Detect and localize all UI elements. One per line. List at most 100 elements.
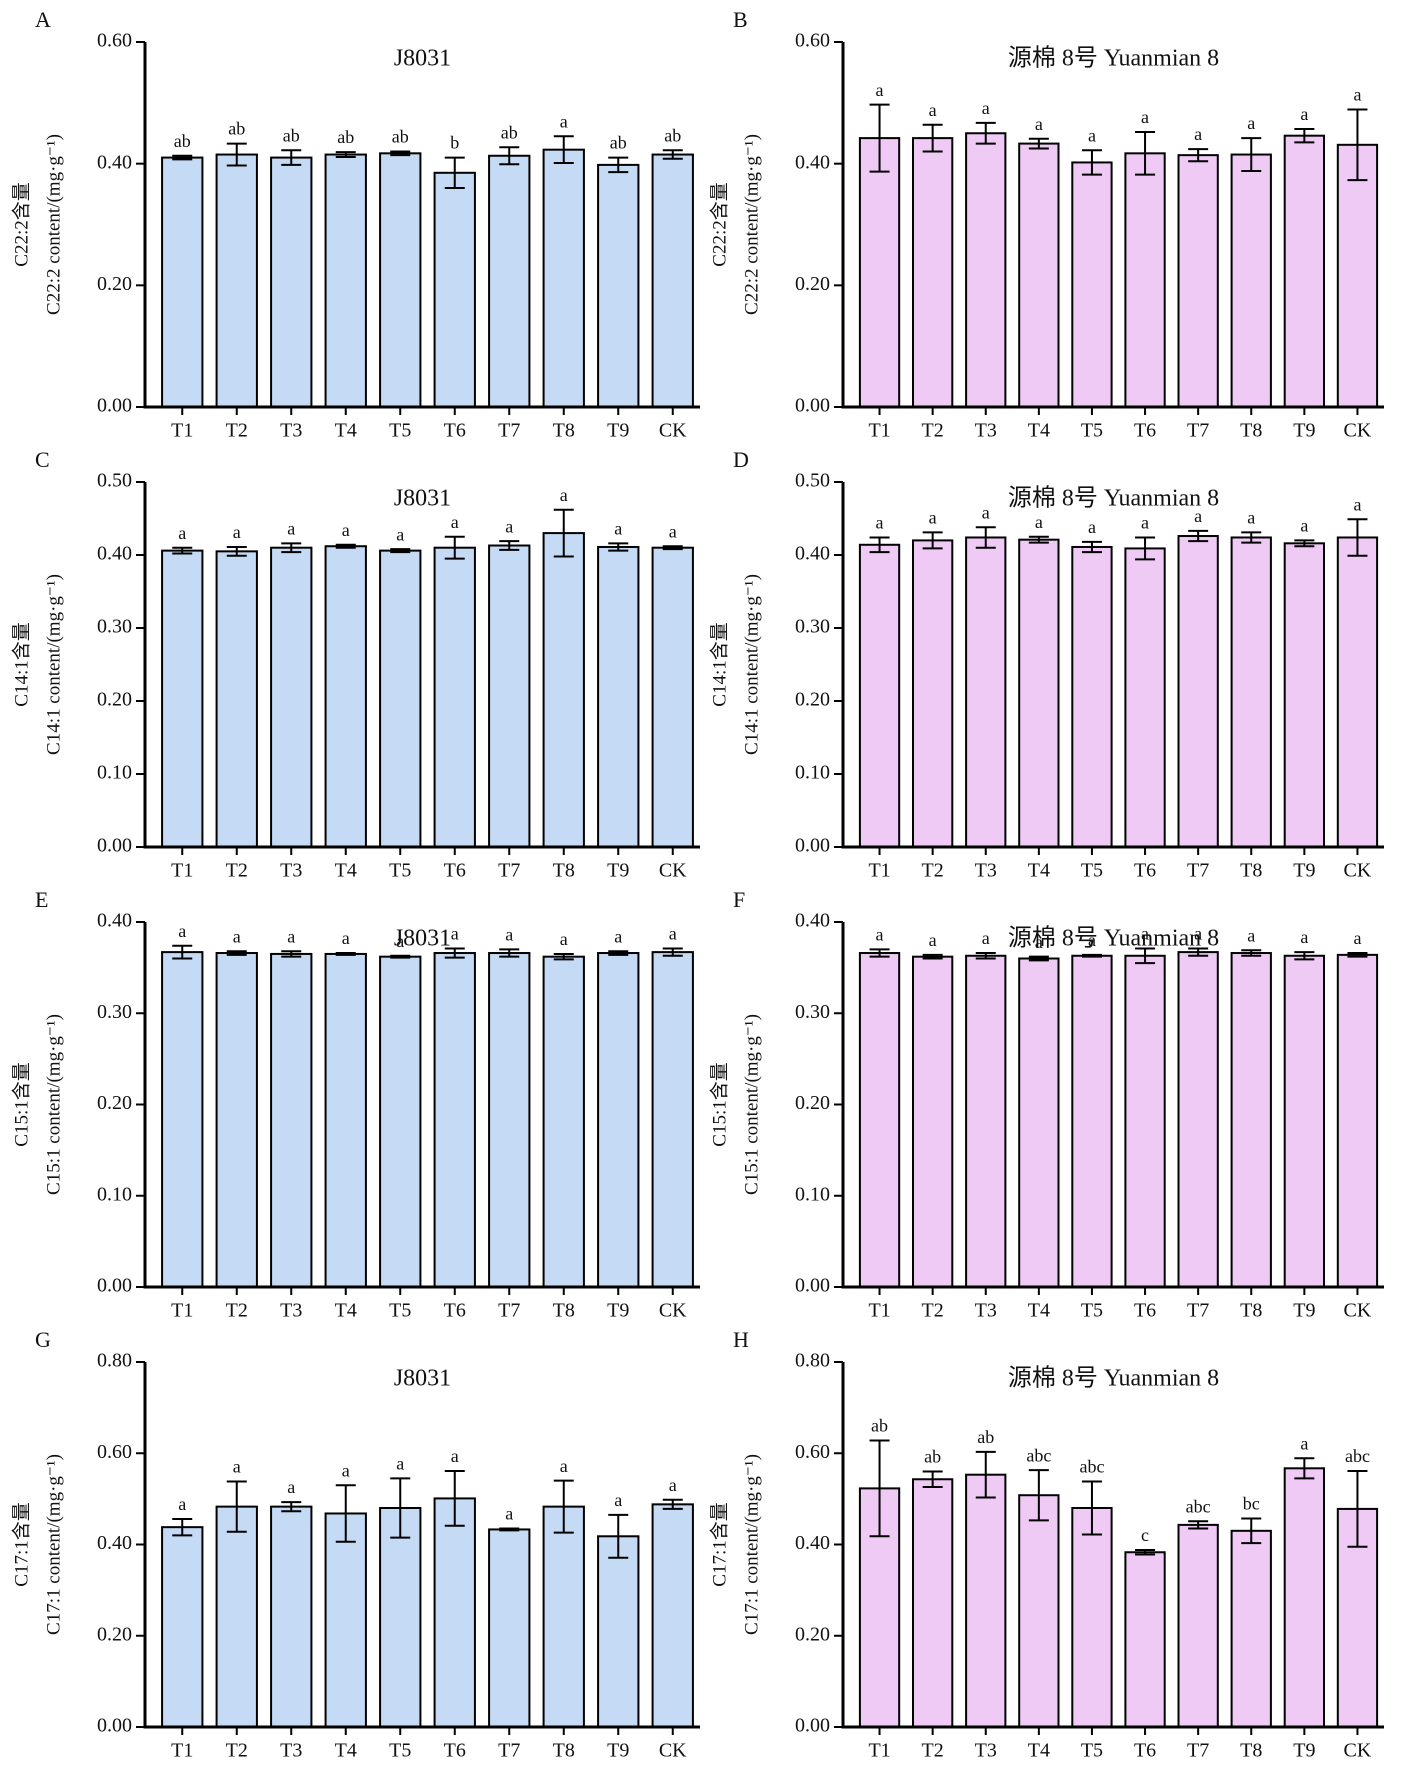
bar [651,1503,694,1728]
bar [1230,536,1272,848]
error-bar [1241,949,1262,957]
significance-letter: c [1141,1525,1149,1545]
x-tick-label: CK [659,860,687,882]
bar [1177,154,1219,408]
x-tick-label: T3 [975,860,997,882]
x-tick-label: T1 [868,860,890,882]
x-tick-label: T1 [171,860,193,882]
bar [1336,143,1379,409]
error-bar [335,151,356,158]
error-bar [922,123,943,153]
error-bar [869,536,890,554]
chart-panel: C J8031 C14:1含量 C14:1 content/(mg·g⁻¹) 0.00 0… [10,447,700,882]
error-bar [1347,108,1368,182]
error-bar [281,1501,302,1513]
bar [488,544,531,848]
x-tick-label: T6 [444,1740,466,1762]
significance-letter: a [1141,924,1149,944]
x-tick-label: T7 [498,1300,520,1322]
significance-letter: a [505,1504,513,1524]
significance-letter: ab [501,122,518,142]
significance-letter: a [1141,513,1149,533]
x-tick-label: T8 [1240,420,1262,442]
y-tick-label: 0.10 [795,1183,830,1205]
error-bar [1347,518,1368,557]
error-bar [444,1470,465,1527]
bar [433,171,476,408]
error-bar [1081,953,1102,958]
significance-letter: a [669,924,677,944]
significance-letter: a [1353,928,1361,948]
x-tick-label: T3 [280,420,302,442]
y-tick-label: 0.50 [97,470,132,492]
chart-panel: B 源棉 8号 Yuanmian 8 C22:2含量 C22:2 content/(m… [708,7,1384,442]
significance-letter: a [451,1446,459,1466]
x-tick-label: T8 [553,860,575,882]
bar [1230,1529,1272,1728]
bar [1283,954,1325,1288]
bar [912,137,954,408]
error-bar [1135,1548,1156,1556]
y-axis-label: C22:2 content/(mg·g⁻¹) [43,134,64,315]
panel-label: C [35,447,50,472]
bar [1336,536,1379,848]
bar [270,546,313,848]
bar [324,1512,367,1728]
bar [542,1505,585,1728]
bar [858,137,901,408]
y-tick-label: 0.00 [97,835,132,857]
x-tick-label: T3 [280,1300,302,1322]
panel-label: D [733,447,749,472]
x-tick-label: T7 [1187,420,1209,442]
bar [597,952,640,1289]
bar [324,153,367,408]
x-tick-label: T5 [389,1300,411,1322]
x-tick-label: T2 [226,860,248,882]
error-bar [335,952,356,956]
significance-letter: a [1194,924,1202,944]
error-bar [922,531,943,550]
significance-letter: a [1247,113,1255,133]
chart-title: 源棉 8号 Yuanmian 8 [1008,1365,1219,1392]
significance-letter: a [1088,125,1096,145]
bar [858,543,901,849]
x-tick-label: T9 [607,1300,629,1322]
y-axis-label: C15:1含量 [10,1062,32,1146]
bar [324,545,367,848]
x-tick-label: T8 [1240,1300,1262,1322]
x-tick-label: T9 [1293,420,1315,442]
significance-letter: a [1300,927,1308,947]
error-bar [499,146,520,166]
bar [1124,547,1166,848]
error-bar [281,950,302,958]
bar [651,951,694,1288]
error-bar [869,948,890,958]
y-tick-label: 0.00 [97,395,132,417]
significance-letter: a [560,1456,568,1476]
error-bar [1294,127,1315,144]
x-tick-label: T7 [1187,1740,1209,1762]
y-tick-label: 0.00 [97,1715,132,1737]
error-bar [1294,539,1315,548]
bar [161,951,204,1288]
y-axis-label: C22:2含量 [10,182,32,266]
significance-letter: ab [174,131,191,151]
significance-letter: abc [1345,1446,1370,1466]
y-tick-label: 0.50 [795,470,830,492]
error-bar [1081,540,1102,554]
error-bar [553,508,574,558]
significance-letter: a [1300,516,1308,536]
significance-letter: a [396,524,404,544]
bar [1177,535,1219,849]
bar [215,153,258,408]
x-tick-label: T5 [1081,420,1103,442]
significance-letter: a [1035,114,1043,134]
bar [379,549,422,848]
bar [965,132,1007,408]
x-tick-label: T2 [226,420,248,442]
significance-letter: a [1300,1433,1308,1453]
significance-letter: a [560,111,568,131]
x-tick-label: CK [659,420,687,442]
y-tick-label: 0.20 [795,1092,830,1114]
